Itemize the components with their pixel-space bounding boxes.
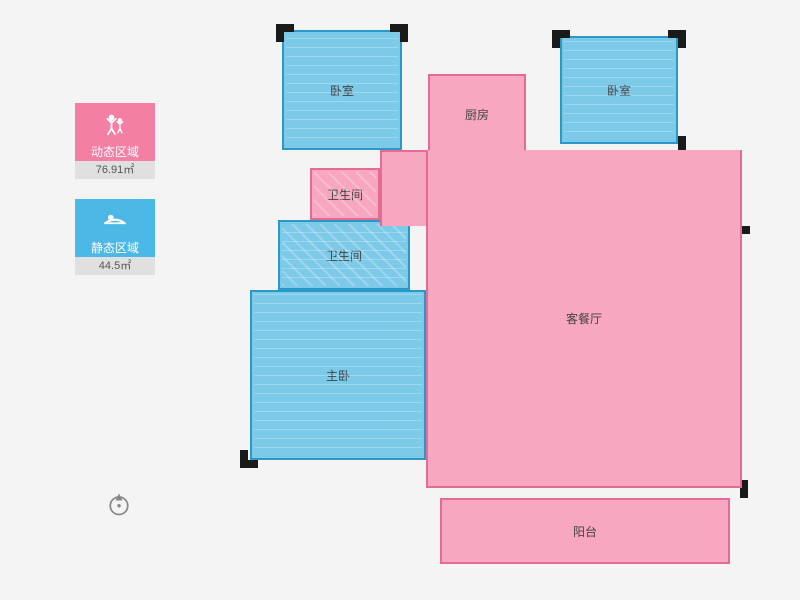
wall-corner [400, 24, 408, 42]
room-label: 卧室 [330, 82, 354, 99]
room-bedroom-top-right: 卧室 [560, 36, 678, 144]
room-label: 卫生间 [327, 186, 363, 203]
floor-plan: 卧室卧室厨房卫生间卫生间主卧客餐厅阳台 [240, 20, 760, 580]
room-label: 卧室 [607, 82, 631, 99]
room-label: 厨房 [465, 106, 489, 123]
room-balcony: 阳台 [440, 498, 730, 564]
room-label: 卫生间 [326, 247, 362, 264]
compass-icon [105, 490, 133, 518]
legend-dynamic-value: 76.91㎡ [75, 161, 155, 179]
room-bathroom-small: 卫生间 [310, 168, 380, 220]
room-kitchen: 厨房 [428, 74, 526, 154]
room-label: 阳台 [573, 523, 597, 540]
legend-dynamic-label: 动态区域 [75, 143, 155, 161]
room-label: 主卧 [326, 367, 350, 384]
wall-corner [678, 30, 686, 48]
room-living-dining: 客餐厅 [426, 150, 742, 488]
legend: 动态区域 76.91㎡ 静态区域 44.5㎡ [75, 103, 155, 295]
wall-corner [240, 460, 258, 468]
legend-dynamic: 动态区域 76.91㎡ [75, 103, 155, 179]
room-bedroom-top-left: 卧室 [282, 30, 402, 150]
floorplan-canvas: 动态区域 76.91㎡ 静态区域 44.5㎡ 卧室卧室厨房卫生间卫生间主卧客餐厅… [0, 0, 800, 600]
people-icon [75, 103, 155, 143]
wall-corner [276, 24, 284, 42]
room-bathroom-blue: 卫生间 [278, 220, 410, 290]
legend-static: 静态区域 44.5㎡ [75, 199, 155, 275]
legend-static-label: 静态区域 [75, 239, 155, 257]
wall-corner [552, 30, 560, 48]
legend-static-value: 44.5㎡ [75, 257, 155, 275]
rest-icon [75, 199, 155, 239]
room-master-bedroom: 主卧 [250, 290, 426, 460]
room-label: 客餐厅 [566, 310, 602, 327]
